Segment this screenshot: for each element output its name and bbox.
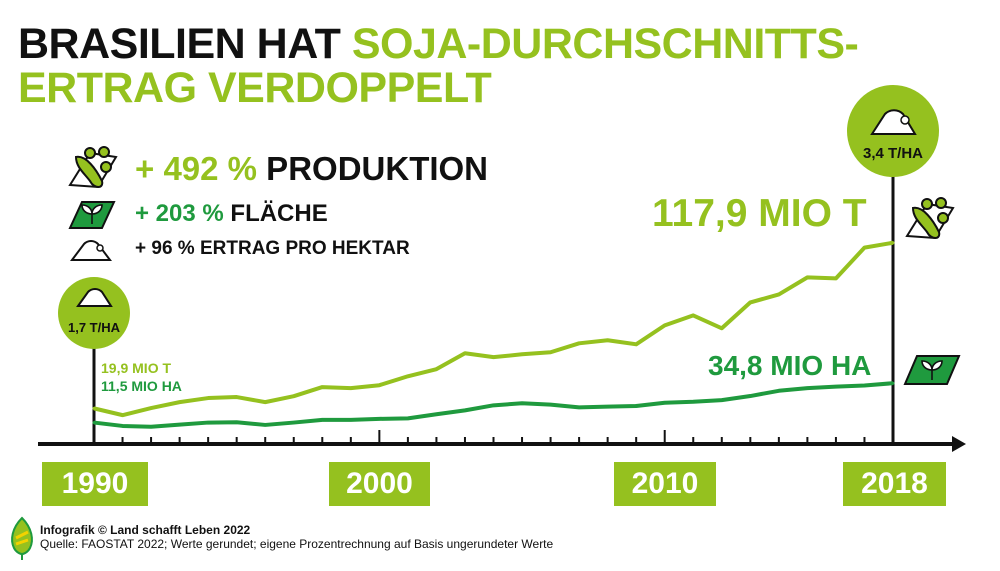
area-point-1995	[235, 420, 239, 424]
area-point-2012	[720, 398, 724, 402]
production-point-2005	[520, 352, 524, 356]
start-area-label: 11,5 MIO HA	[101, 378, 182, 394]
footer-source: Quelle: FAOSTAT 2022; Werte gerundet; ei…	[40, 537, 554, 551]
year-label-1990: 1990	[42, 462, 148, 506]
production-point-2003	[463, 351, 467, 355]
soybean-icon	[68, 146, 118, 189]
area-point-2016	[834, 385, 838, 389]
page-title: BRASILIEN HAT SOJA-DURCHSCHNITTS- ERTRAG…	[18, 20, 859, 112]
area-point-2010	[663, 401, 667, 405]
title-part-green: SOJA-DURCHSCHNITTS-	[351, 20, 859, 68]
area-point-2018	[891, 381, 895, 385]
legend-area: + 203 % FLÄCHE	[135, 200, 328, 228]
area-point-1991	[121, 424, 125, 428]
area-point-1998	[320, 418, 324, 422]
year-label-2018: 2018	[843, 462, 946, 506]
production-point-2011	[691, 313, 695, 317]
production-point-2002	[434, 367, 438, 371]
series-layer	[92, 240, 895, 429]
production-point-2016	[834, 276, 838, 280]
legend-production-label: PRODUKTION	[257, 150, 489, 187]
axis-arrow-icon	[952, 436, 966, 452]
area-point-1990	[92, 421, 96, 425]
production-point-1993	[178, 400, 182, 404]
area-point-2007	[577, 405, 581, 409]
legend-production: + 492 % PRODUKTION	[135, 150, 488, 188]
end-field-icon	[903, 355, 961, 385]
production-point-2001	[406, 374, 410, 378]
production-point-1997	[292, 394, 296, 398]
field-sprout-icon	[68, 201, 116, 229]
area-point-2017	[862, 384, 866, 388]
production-point-2013	[748, 300, 752, 304]
area-point-2000	[377, 417, 381, 421]
legend-yield-value: + 96 %	[135, 238, 195, 259]
production-point-2018	[891, 241, 895, 245]
production-point-1995	[235, 395, 239, 399]
legend-area-label: FLÄCHE	[223, 200, 328, 227]
start-pile-icon	[76, 288, 113, 307]
footer-credit: Infografik © Land schafft Leben 2022	[40, 523, 251, 537]
end-area-label: 34,8 MIO HA	[708, 350, 872, 381]
area-point-2001	[406, 416, 410, 420]
production-line	[93, 240, 894, 418]
year-label-2000: 2000	[329, 462, 430, 506]
area-point-1993	[178, 423, 182, 427]
production-point-1996	[263, 400, 267, 404]
production-point-1994	[206, 396, 210, 400]
start-yield-label: 1,7 T/HA	[67, 320, 120, 335]
title-line2: ERTRAG VERDOPPELT	[18, 64, 492, 112]
production-point-2007	[577, 341, 581, 345]
area-point-2011	[691, 400, 695, 404]
production-point-2010	[663, 323, 667, 327]
area-point-2004	[492, 403, 495, 407]
production-point-2012	[720, 326, 724, 330]
area-point-1997	[292, 421, 296, 425]
area-point-2006	[549, 403, 553, 407]
start-yield-badge	[58, 277, 130, 349]
title-part-black: BRASILIEN HAT	[18, 20, 352, 68]
area-point-2014	[777, 389, 781, 393]
area-point-2008	[606, 405, 610, 409]
production-point-2009	[634, 342, 638, 346]
production-point-2000	[377, 383, 381, 387]
end-production-label: 117,9 MIO T	[652, 192, 867, 235]
axis-ticks	[121, 430, 866, 444]
pile-icon	[70, 240, 112, 261]
year-label-2010: 2010	[614, 462, 716, 506]
end-yield-label: 3,4 T/HA	[862, 145, 923, 162]
area-point-2013	[748, 394, 752, 398]
production-point-2008	[606, 338, 610, 342]
production-point-2014	[777, 292, 781, 296]
production-point-1990	[92, 406, 96, 410]
area-point-2002	[434, 412, 438, 416]
area-point-1992	[149, 425, 153, 429]
production-point-2004	[492, 355, 495, 359]
production-point-2017	[862, 246, 866, 250]
legend-yield-label: ERTRAG PRO HEKTAR	[194, 238, 410, 259]
end-soybean-icon	[905, 197, 955, 240]
area-point-1999	[349, 418, 353, 422]
legend-area-value: + 203 %	[135, 200, 224, 227]
land-schafft-leben-logo	[11, 516, 33, 560]
production-point-1991	[121, 413, 125, 417]
production-point-2015	[805, 275, 809, 279]
area-point-1994	[206, 421, 210, 425]
area-point-2009	[634, 404, 638, 408]
production-point-2006	[549, 350, 553, 354]
production-point-1992	[149, 406, 153, 410]
legend-production-value: + 492 %	[135, 150, 258, 187]
legend-yield: + 96 % ERTRAG PRO HEKTAR	[135, 238, 410, 260]
production-point-1999	[349, 386, 353, 390]
area-point-2003	[463, 408, 467, 412]
area-point-2005	[520, 401, 524, 405]
start-production-label: 19,9 MIO T	[101, 360, 172, 376]
area-point-1996	[263, 423, 267, 427]
area-point-2015	[805, 386, 809, 390]
production-point-1998	[320, 385, 324, 389]
